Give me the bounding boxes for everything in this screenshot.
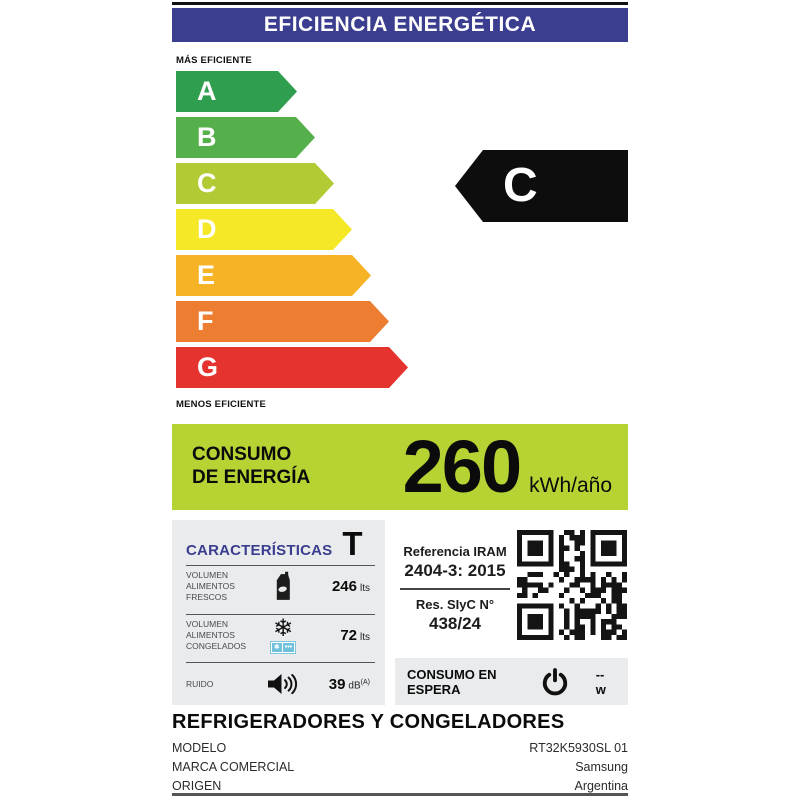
freezer-dots: ••• (282, 642, 295, 652)
origin-row: ORIGEN Argentina (172, 777, 628, 796)
characteristics-title: CARACTERÍSTICAS (186, 542, 333, 559)
model-value: RT32K5930SL 01 (529, 741, 628, 755)
characteristics-panel: CARACTERÍSTICAS T VOLUMEN ALIMENTOS FRES… (172, 520, 385, 705)
grade-letter: B (197, 122, 217, 152)
grade-arrow-d: D (176, 209, 352, 250)
noise-unit: dB(A) (348, 679, 370, 692)
category-title: REFRIGERADORES Y CONGELADORES (172, 711, 565, 733)
bottom-rule (172, 793, 628, 796)
model-row: MODELO RT32K5930SL 01 (172, 739, 628, 758)
power-icon (540, 667, 570, 697)
grade-letter: F (197, 306, 214, 336)
rating-arrow: C (455, 150, 628, 222)
standby-label: CONSUMO EN ESPERA (407, 666, 497, 697)
freezer-class-icon: ✱ ••• (269, 640, 297, 654)
divider (186, 613, 375, 615)
model-label: MODELO (172, 741, 227, 755)
resolution-label: Res. SIyC N° (415, 597, 495, 612)
standby-value: -- w (595, 666, 606, 697)
qr-code-icon (517, 530, 627, 640)
grade-arrow-g: G (176, 347, 408, 388)
consumption-label: CONSUMO DE ENERGÍA (192, 444, 311, 488)
grade-arrow-a: A (176, 71, 297, 112)
top-rule (172, 2, 628, 5)
divider (400, 588, 510, 590)
noise-label: RUIDO (186, 678, 214, 689)
characteristics-header: CARACTERÍSTICAS T (172, 520, 385, 562)
header-bar: EFICIENCIA ENERGÉTICA (172, 8, 628, 42)
reference-iram-label: Referencia IRAM (403, 544, 507, 559)
consumption-unit: kWh/año (529, 474, 612, 497)
brand-label: MARCA COMERCIAL (172, 760, 295, 774)
grade-arrow-e: E (176, 255, 371, 296)
more-efficient-caption: MÁS EFICIENTE (176, 55, 252, 66)
grade-arrow-c: C (176, 163, 334, 204)
noise-value: 39 dB(A) (329, 676, 385, 693)
origin-label: ORIGEN (172, 779, 222, 793)
frozen-volume-value: 72 lts (340, 627, 385, 644)
fresh-volume-label: VOLUMEN ALIMENTOS FRESCOS (186, 570, 235, 603)
less-efficient-caption: MENOS EFICIENTE (176, 399, 267, 410)
noise-number: 39 (328, 675, 346, 693)
speaker-icon (258, 671, 308, 697)
grade-letter: A (197, 76, 217, 106)
product-info: MODELO RT32K5930SL 01 MARCA COMERCIAL Sa… (172, 739, 628, 796)
reference-block: Referencia IRAM 2404-3: 2015 Res. SIyC N… (396, 544, 514, 634)
grade-letter: D (197, 214, 217, 244)
reference-iram-number: 2404-3: 2015 (404, 561, 506, 580)
resolution-number: 438/24 (429, 614, 481, 633)
divider (186, 662, 375, 664)
energy-consumption-band: CONSUMO DE ENERGÍA 260 kWh/año (172, 424, 628, 510)
grade-arrow-b: B (176, 117, 315, 158)
milk-carton-icon (258, 571, 308, 602)
grade-letter: G (197, 352, 219, 382)
origin-value: Argentina (574, 779, 628, 793)
standby-row: CONSUMO EN ESPERA -- w (395, 658, 628, 705)
brand-value: Samsung (575, 760, 628, 774)
grade-arrow-f: F (176, 301, 389, 342)
brand-row: MARCA COMERCIAL Samsung (172, 758, 628, 777)
grade-letter: E (197, 260, 216, 290)
consumption-number: 260 (402, 425, 522, 508)
noise-row: RUIDO 39 dB(A) (172, 663, 385, 705)
fresh-volume-unit: lts (360, 583, 370, 595)
consumption-value: 260 kWh/año (403, 427, 628, 507)
grade-letter: C (197, 168, 217, 198)
frozen-volume-row: VOLUMEN ALIMENTOS CONGELADOS ❄ ✱ ••• 72 … (172, 615, 385, 657)
frozen-volume-number: 72 (340, 627, 357, 644)
fresh-volume-number: 246 (331, 578, 357, 596)
fresh-volume-row: VOLUMEN ALIMENTOS FRESCOS 246 lts (172, 566, 385, 608)
freezer-star: ✱ (271, 642, 282, 652)
fresh-volume-value: 246 lts (332, 578, 385, 595)
divider (186, 565, 375, 566)
frozen-volume-label: VOLUMEN ALIMENTOS CONGELADOS (186, 618, 246, 652)
header-title: EFICIENCIA ENERGÉTICA (263, 13, 537, 36)
rating-letter: C (503, 159, 538, 212)
snowflake-icon: ❄ ✱ ••• (258, 616, 308, 654)
frozen-volume-unit: lts (360, 632, 370, 643)
climate-class-letter: T (342, 525, 363, 562)
